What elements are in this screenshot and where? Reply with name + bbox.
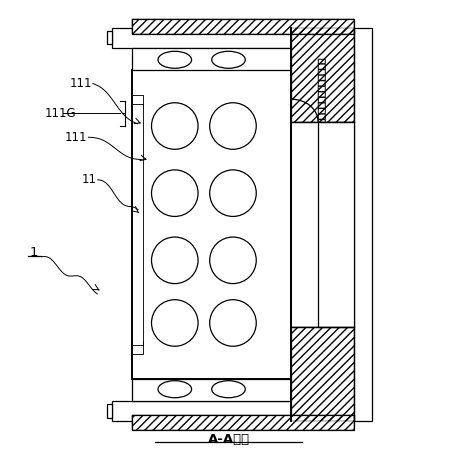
Bar [318, 59, 325, 122]
Ellipse shape [158, 51, 191, 68]
Text: 1: 1 [30, 246, 38, 259]
Bar [112, 27, 291, 48]
Circle shape [210, 237, 256, 284]
Bar [132, 18, 354, 34]
Bar [112, 401, 291, 422]
Circle shape [152, 103, 198, 150]
Circle shape [152, 299, 198, 346]
Circle shape [210, 299, 256, 346]
Bar [132, 379, 291, 401]
Bar [132, 48, 291, 70]
Bar [291, 327, 354, 422]
Ellipse shape [212, 381, 245, 398]
Bar [318, 122, 354, 327]
Bar [132, 415, 354, 431]
Bar [132, 415, 354, 431]
Bar [318, 59, 325, 122]
Text: 111: 111 [69, 77, 92, 90]
Bar [132, 18, 354, 34]
Ellipse shape [212, 51, 245, 68]
Circle shape [210, 103, 256, 150]
Bar [291, 27, 354, 122]
Bar [291, 27, 354, 122]
Text: 11: 11 [81, 173, 96, 186]
Text: 111: 111 [65, 131, 87, 144]
Circle shape [152, 237, 198, 284]
Bar [107, 405, 112, 418]
Ellipse shape [158, 381, 191, 398]
Bar [132, 70, 291, 379]
Circle shape [152, 170, 198, 216]
Text: 111G: 111G [45, 107, 77, 120]
Bar [291, 327, 354, 422]
Bar [354, 27, 372, 422]
Bar [107, 31, 112, 44]
Text: A-A断面: A-A断面 [207, 433, 250, 446]
Circle shape [210, 170, 256, 216]
Bar [197, 23, 207, 27]
